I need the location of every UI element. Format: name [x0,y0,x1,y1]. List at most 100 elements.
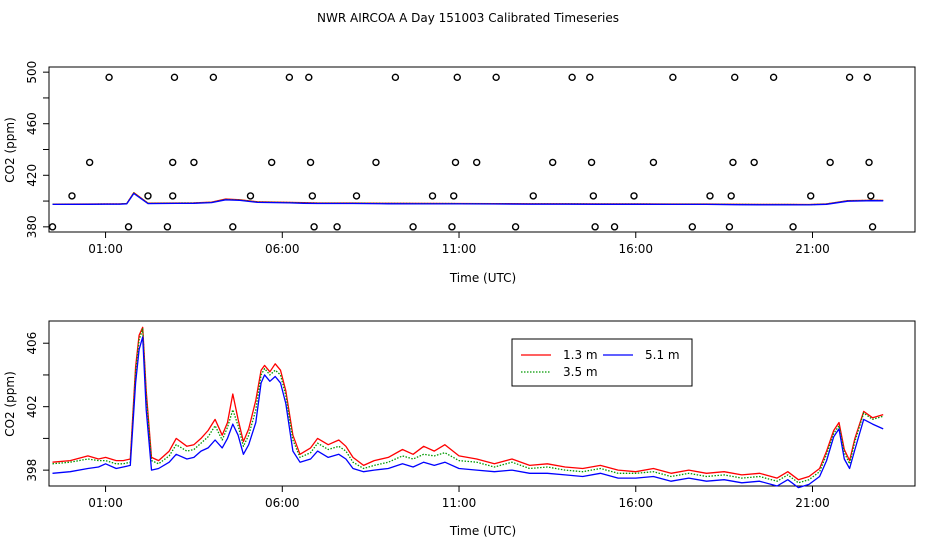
figure-title: NWR AIRCOA A Day 151003 Calibrated Times… [317,11,619,25]
top-y-tick-label-0: 380 [25,215,39,238]
calibration-point-37 [587,158,596,167]
calibration-point-10 [190,158,198,167]
calibration-point-33 [529,192,537,200]
top-y-tick-label-2: 460 [25,112,39,135]
bottom-x-tick-label-1: 06:00 [265,496,300,510]
top-x-tick-label-1: 06:00 [265,242,300,256]
calibration-point-20 [333,223,341,231]
bottom-plot-frame [48,320,916,487]
calibration-point-45 [706,192,714,200]
legend-label-1-3m: 1.3 m [563,348,598,362]
calibration-point-7 [169,192,177,200]
top-calibration-points [48,73,877,231]
top-x-tick-label-2: 11:00 [442,242,477,256]
bottom-x-axis-label: Time (UTC) [449,524,516,538]
calibration-point-21 [352,192,361,200]
bottom-series-line-5-1-m [52,336,884,489]
calibration-point-26 [448,223,456,231]
calibration-point-14 [267,158,276,167]
calibration-point-15 [285,73,294,82]
top-x-axis-label: Time (UTC) [449,271,516,285]
calibration-point-16 [305,73,313,82]
calibration-point-47 [727,192,735,200]
bottom-y-axis-label: CO2 (ppm) [3,371,17,437]
calibration-point-58 [867,192,875,200]
bottom-y-axis: 398 402 406 [25,332,49,482]
calibration-point-54 [826,158,834,167]
bottom-y-tick-label-1: 402 [25,395,39,418]
calibration-point-12 [229,223,237,231]
calibration-point-4 [124,223,133,231]
calibration-point-2 [85,158,94,167]
calibration-point-9 [170,73,179,82]
calibration-point-18 [308,192,317,200]
legend-label-5-1m: 5.1 m [645,348,680,362]
bottom-x-axis: 01:00 06:00 11:00 16:00 21:00 [88,486,830,510]
calibration-point-48 [729,158,737,167]
calibration-point-23 [391,73,400,82]
top-x-axis: 01:00 06:00 11:00 16:00 21:00 [88,232,830,256]
bottom-panel: 01:00 06:00 11:00 16:00 21:00 398 402 406 Time… [3,320,916,538]
bottom-y-tick-label-0: 398 [25,459,39,482]
top-y-axis: 380 420 460 500 [25,61,49,238]
calibration-point-34 [548,158,557,167]
calibration-point-24 [409,223,417,231]
bottom-series-line-3-5-m [52,328,884,484]
calibration-point-56 [863,73,871,82]
calibration-point-0 [48,223,57,231]
calibration-point-51 [769,73,778,82]
calibration-point-29 [453,73,461,82]
calibration-point-41 [630,192,638,200]
calibration-point-36 [586,73,594,82]
calibration-point-3 [105,73,113,82]
calibration-point-52 [789,223,797,231]
calibration-point-31 [492,73,500,82]
top-y-axis-label: CO2 (ppm) [3,117,17,183]
bottom-y-tick-label-2: 406 [25,332,39,355]
calibration-point-19 [310,223,318,231]
calibration-point-38 [589,192,598,200]
bottom-series-line-1-3-m [52,326,884,481]
calibration-point-5 [144,192,152,200]
calibration-point-1 [68,192,76,200]
top-plot-frame [48,66,916,233]
legend: 1.3 m 5.1 m 3.5 m [511,338,693,387]
calibration-point-28 [451,158,460,167]
calibration-point-22 [372,158,380,167]
calibration-point-50 [750,158,758,167]
calibration-point-32 [511,223,520,231]
top-panel: 01:00 06:00 11:00 16:00 21:00 380 420 460 500 T… [3,61,916,285]
calibration-point-27 [450,192,458,200]
calibration-point-57 [865,158,873,167]
calibration-point-49 [731,73,739,82]
calibration-point-40 [610,223,619,231]
calibration-point-35 [568,73,576,82]
calibration-point-53 [807,192,815,200]
top-x-tick-label-0: 01:00 [88,242,123,256]
calibration-point-11 [209,73,218,82]
top-y-tick-label-3: 500 [25,61,39,84]
calibration-point-13 [246,192,255,200]
calibration-point-43 [669,73,677,82]
calibration-point-46 [725,223,734,231]
calibration-point-42 [649,158,658,167]
calibration-point-39 [591,223,599,231]
top-x-tick-label-4: 21:00 [795,242,830,256]
bottom-series-lines [52,326,884,489]
calibration-point-8 [169,158,177,167]
top-series-lines [52,192,884,206]
calibration-point-59 [868,223,877,231]
bottom-x-tick-label-3: 16:00 [618,496,653,510]
top-series-line-5-1-m [52,192,884,206]
top-x-tick-label-3: 16:00 [618,242,653,256]
calibration-point-30 [472,158,481,167]
calibration-point-25 [428,192,437,200]
legend-box [511,338,693,387]
top-series-line-1-3-m [52,192,884,206]
bottom-x-tick-label-2: 11:00 [442,496,477,510]
top-y-tick-label-1: 420 [25,164,39,187]
legend-label-3-5m: 3.5 m [563,365,598,379]
calibration-point-55 [845,73,854,82]
calibration-point-6 [163,223,172,231]
